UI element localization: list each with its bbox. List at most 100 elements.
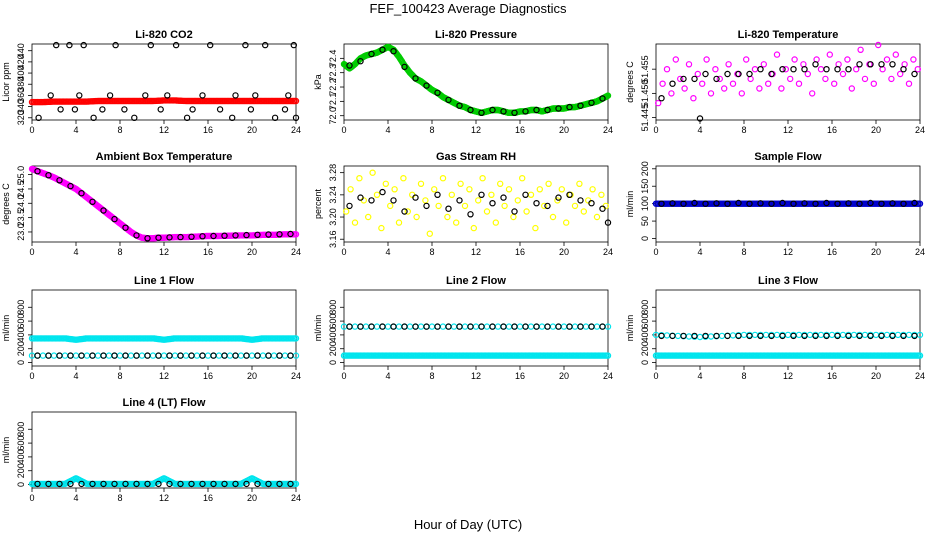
data-point [523, 208, 530, 215]
y-tick-label: 72.2 [328, 78, 338, 96]
data-point [916, 352, 924, 359]
x-tick-label: 8 [429, 247, 434, 257]
x-tick-label: 24 [603, 247, 613, 257]
data-point [368, 50, 375, 58]
data-point [379, 188, 386, 196]
data-point [56, 480, 63, 488]
data-point [914, 65, 922, 73]
data-point [599, 323, 606, 330]
x-tick-label: 20 [247, 247, 257, 257]
data-point [467, 211, 474, 218]
data-point [45, 480, 52, 488]
data-point [456, 102, 463, 109]
data-point [489, 199, 496, 207]
data-point [801, 332, 808, 340]
data-point [346, 202, 353, 210]
data-point [834, 200, 841, 207]
data-point [426, 230, 433, 237]
data-point [533, 323, 540, 330]
data-point [232, 480, 239, 488]
data-point [588, 323, 595, 330]
x-tick-label: 20 [559, 371, 569, 381]
y-tick-label: 420 [16, 54, 26, 69]
data-point [356, 174, 363, 182]
x-tick-label: 16 [827, 371, 837, 381]
x-tick-label: 20 [247, 493, 257, 503]
data-point [511, 208, 518, 215]
data-point [563, 219, 570, 226]
data-point [870, 80, 878, 87]
data-point [713, 75, 720, 83]
data-point [478, 109, 485, 117]
x-tick-label: 24 [291, 493, 301, 503]
plot-frame [31, 43, 297, 121]
data-point [428, 323, 436, 330]
data-point [391, 186, 398, 193]
data-point [784, 331, 792, 339]
data-point [72, 352, 80, 359]
data-point [155, 234, 162, 241]
data-point [439, 323, 447, 330]
data-point [204, 352, 212, 359]
data-point [492, 219, 499, 226]
x-tick-label: 24 [603, 125, 613, 135]
x-tick-label: 0 [29, 247, 34, 257]
data-point [78, 480, 85, 488]
data-point [911, 332, 918, 340]
data-point [479, 174, 486, 182]
data-point [89, 198, 96, 205]
data-point [276, 480, 283, 488]
data-point [580, 208, 588, 215]
y-axis-label: ml/min [625, 315, 635, 342]
data-point [889, 332, 896, 340]
data-point [577, 102, 584, 109]
data-point [417, 180, 425, 187]
data-point [144, 235, 151, 242]
data-point [45, 352, 52, 359]
data-point [867, 199, 874, 207]
data-point [67, 182, 74, 190]
x-tick-label: 12 [783, 125, 793, 135]
data-point [444, 213, 451, 221]
data-point [861, 75, 869, 83]
data-point [182, 352, 190, 359]
data-point [691, 332, 698, 340]
y-tick-label: 200 [328, 341, 338, 356]
data-point [541, 202, 548, 210]
x-tick-label: 12 [159, 247, 169, 257]
data-point [527, 323, 535, 330]
data-point [735, 70, 742, 78]
series-line-3-samples-low- [652, 352, 924, 359]
data-point [456, 197, 463, 204]
panel-li820temp: Li-820 Temperature degrees C 0 4 8 12 16 20 24 51… [625, 29, 925, 135]
data-point [857, 46, 864, 54]
panel-title: Li-820 Pressure [435, 29, 517, 41]
x-tick-label: 0 [341, 371, 346, 381]
data-point [357, 58, 364, 65]
data-point [401, 323, 408, 330]
data-point [56, 352, 63, 359]
data-point [423, 202, 430, 210]
data-point [292, 335, 300, 342]
data-point [270, 352, 278, 359]
x-tick-label: 16 [515, 371, 525, 381]
data-point [779, 199, 786, 207]
data-point [448, 191, 455, 198]
x-tick-label: 16 [515, 125, 525, 135]
data-point [466, 186, 473, 193]
data-point [746, 332, 753, 340]
data-point [247, 106, 255, 113]
data-point [78, 189, 85, 197]
y-tick-label: 0 [640, 236, 650, 241]
data-point [685, 61, 693, 68]
series-rh-samples [343, 169, 610, 237]
data-point [795, 80, 803, 87]
data-point [457, 180, 464, 187]
data-point [724, 200, 731, 207]
data-point [461, 202, 469, 210]
x-tick-label: 24 [915, 247, 925, 257]
data-point [577, 197, 584, 204]
panel-title: Ambient Box Temperature [96, 151, 233, 163]
data-point [254, 231, 261, 238]
